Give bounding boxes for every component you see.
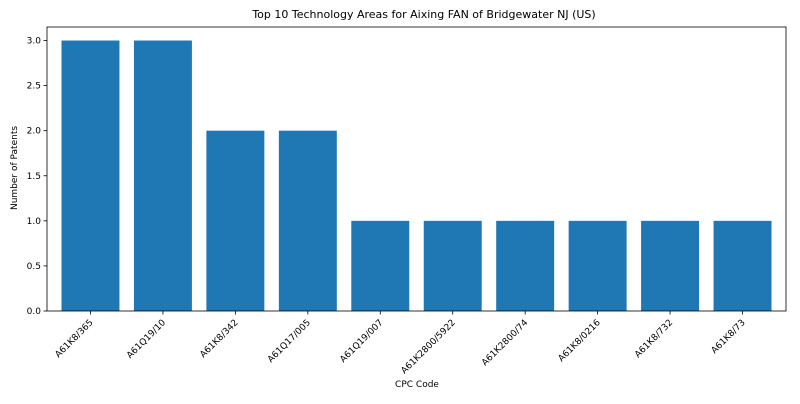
y-tick-label: 2.5 [27,82,41,92]
x-tick-label: A61K8/342 [198,318,240,360]
x-axis: A61K8/365 A61Q19/10 A61K8/342 A61Q17/005 A61… [54,311,748,376]
bar-A61K8/342 [206,131,264,311]
x-tick-label: A61K2800/5922 [400,318,458,376]
bar-A61Q17/005 [279,131,337,311]
y-tick-label: 0.5 [27,262,41,272]
y-axis: 0.0 0.5 1.0 1.5 2.0 2.5 3.0 [27,37,47,317]
x-tick-label: A61K8/73 [710,318,748,356]
x-tick-label: A61K2800/74 [480,318,530,368]
bar-A61Q19/10 [134,41,192,311]
y-tick-label: 2.0 [27,127,42,137]
y-axis-label: Number of Patents [10,126,20,210]
bar-chart: Top 10 Technology Areas for Aixing FAN o… [0,0,800,400]
x-tick-label: A61Q17/005 [266,318,313,365]
y-tick-label: 1.0 [27,217,42,227]
bars-group [61,41,771,311]
bar-A61K2800/5922 [424,221,482,311]
x-tick-label: A61K8/365 [54,318,96,360]
bar-A61K8/732 [641,221,699,311]
x-tick-label: A61K8/0216 [557,318,603,364]
bar-A61Q19/007 [351,221,409,311]
x-tick-label: A61Q19/10 [125,318,168,361]
y-tick-label: 0.0 [27,307,42,317]
x-axis-label: CPC Code [395,380,439,390]
chart-title: Top 10 Technology Areas for Aixing FAN o… [251,8,595,21]
x-tick-label: A61Q19/007 [338,318,385,365]
bar-A61K8/365 [61,41,119,311]
bar-A61K8/0216 [569,221,627,311]
chart-container: Top 10 Technology Areas for Aixing FAN o… [0,0,800,400]
y-tick-label: 1.5 [27,172,41,182]
y-tick-label: 3.0 [27,37,42,47]
bar-A61K8/73 [714,221,772,311]
x-tick-label: A61K8/732 [633,318,675,360]
bar-A61K2800/74 [496,221,554,311]
